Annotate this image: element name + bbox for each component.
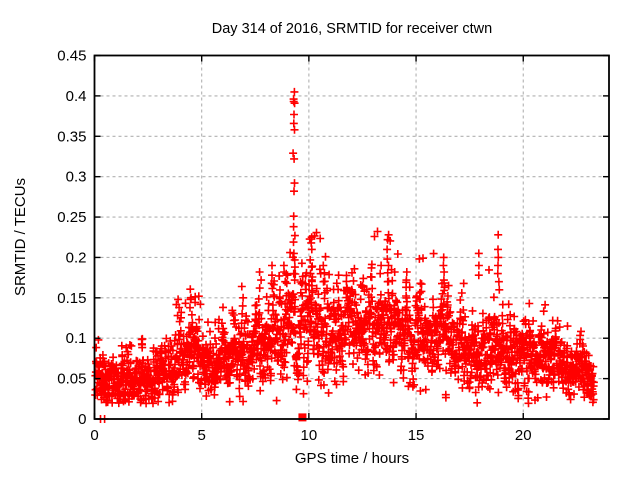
y-tick-labels: 0 0.05 0.1 0.15 0.2 0.25 0.3 0.35 0.4 0.45 bbox=[57, 48, 86, 429]
x-tick-label: 0 bbox=[90, 427, 98, 444]
y-tick-label: 0.2 bbox=[66, 249, 87, 266]
chart-title: Day 314 of 2016, SRMTID for receiver ctw… bbox=[212, 21, 492, 37]
x-tick-label: 10 bbox=[301, 427, 318, 444]
flag-marker bbox=[298, 413, 307, 422]
axis-ticks bbox=[93, 54, 609, 420]
y-tick-label: 0.1 bbox=[66, 330, 87, 347]
y-tick-label: 0.45 bbox=[57, 48, 86, 65]
x-tick-label: 5 bbox=[198, 427, 206, 444]
y-tick-label: 0.05 bbox=[57, 371, 86, 388]
flag-square-marker bbox=[298, 413, 307, 422]
y-axis-label: SRMTID / TECUs bbox=[12, 178, 29, 296]
x-axis-label: GPS time / hours bbox=[295, 450, 409, 467]
x-tick-label: 20 bbox=[515, 427, 532, 444]
y-tick-label: 0.35 bbox=[57, 128, 86, 145]
y-tick-label: 0.25 bbox=[57, 209, 86, 226]
x-tick-label: 15 bbox=[408, 427, 425, 444]
y-tick-label: 0.4 bbox=[66, 88, 87, 105]
y-tick-label: 0.15 bbox=[57, 290, 86, 307]
plot-border bbox=[93, 54, 610, 420]
y-tick-label: 0 bbox=[78, 411, 86, 428]
y-tick-label: 0.3 bbox=[66, 169, 87, 186]
x-tick-labels: 0 5 10 15 20 bbox=[90, 427, 531, 444]
